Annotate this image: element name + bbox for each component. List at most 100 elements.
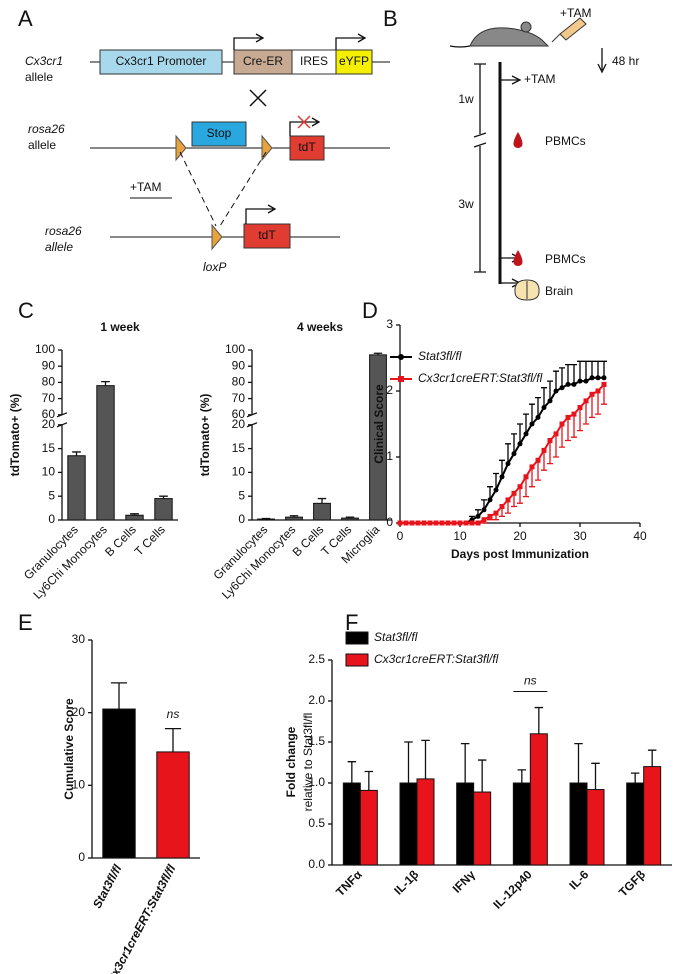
error-bar bbox=[559, 424, 565, 448]
error-bar bbox=[535, 460, 541, 481]
y-tick-label: 80 bbox=[232, 375, 246, 389]
y-axis-label: Cumulative Score bbox=[62, 698, 76, 800]
label: PBMCs bbox=[545, 252, 586, 266]
error-bar bbox=[595, 360, 601, 378]
stop-box bbox=[191, 121, 247, 147]
bar bbox=[586, 789, 605, 866]
marker bbox=[583, 378, 589, 384]
bar bbox=[313, 502, 331, 521]
label: +TAM bbox=[130, 180, 161, 194]
marker bbox=[409, 520, 415, 526]
error-bar bbox=[164, 728, 182, 752]
bar bbox=[285, 516, 303, 521]
y-tick-label: 15 bbox=[42, 441, 56, 455]
marker bbox=[553, 388, 559, 394]
y-tick-label: 20 bbox=[42, 417, 56, 431]
marker bbox=[541, 405, 547, 410]
blocked bbox=[297, 115, 311, 129]
label: Cre-ER bbox=[243, 54, 283, 68]
y-tick-label: 90 bbox=[232, 358, 246, 372]
error-bar bbox=[565, 417, 571, 442]
y-axis-label: Fold change bbox=[284, 726, 298, 797]
promoter-arrow bbox=[289, 117, 321, 136]
promoter-box bbox=[99, 49, 223, 75]
marker bbox=[559, 385, 565, 391]
y-tick-label: 10 bbox=[72, 778, 86, 792]
x-tick-label: B Cells bbox=[290, 522, 327, 559]
error-bar bbox=[130, 513, 139, 516]
recombination bbox=[179, 151, 267, 227]
x-tick-label: B Cells bbox=[102, 522, 139, 559]
bar bbox=[416, 778, 435, 866]
bar bbox=[473, 791, 492, 866]
label: IRES bbox=[300, 54, 328, 68]
error-bar bbox=[577, 360, 583, 382]
marker bbox=[493, 487, 499, 493]
marker bbox=[463, 520, 469, 526]
marker bbox=[499, 474, 505, 480]
marker bbox=[577, 378, 583, 384]
marker bbox=[577, 405, 583, 410]
marker bbox=[421, 520, 427, 526]
error-bar bbox=[404, 741, 413, 783]
y-tick-label: 80 bbox=[42, 375, 56, 389]
x-axis-label: Days post Immunization bbox=[451, 547, 589, 561]
error-bar bbox=[559, 367, 565, 388]
label: loxP bbox=[203, 260, 226, 274]
marker bbox=[601, 381, 607, 387]
marker bbox=[475, 520, 481, 526]
x-tick-label: IL-12p40 bbox=[490, 867, 535, 912]
marker bbox=[505, 461, 511, 467]
marker bbox=[433, 520, 439, 526]
error-bar bbox=[159, 495, 168, 499]
panel-label: E bbox=[18, 610, 33, 635]
legend-marker bbox=[398, 376, 404, 382]
brain bbox=[514, 279, 540, 301]
error-bar bbox=[317, 497, 327, 504]
error-bar bbox=[72, 451, 81, 456]
label: tdT bbox=[298, 140, 316, 154]
marker bbox=[415, 520, 421, 526]
bar bbox=[154, 498, 173, 521]
x-tick-label: 20 bbox=[513, 529, 527, 543]
x-tick-label: IL-1β bbox=[391, 867, 421, 897]
y-tick-label: 1.5 bbox=[308, 734, 325, 748]
error-bar bbox=[571, 414, 577, 438]
marker bbox=[517, 484, 523, 490]
y-tick-label: 0.5 bbox=[308, 816, 325, 830]
line bbox=[400, 383, 605, 524]
error-bar bbox=[574, 742, 583, 783]
y-tick-label: 100 bbox=[35, 342, 55, 356]
error-bar bbox=[517, 423, 523, 444]
bar bbox=[341, 517, 359, 521]
marker bbox=[595, 375, 601, 381]
label: tdT bbox=[258, 228, 276, 242]
bar bbox=[512, 782, 531, 866]
y-tick-label: 1.0 bbox=[308, 775, 325, 789]
y-tick-label: 0.0 bbox=[308, 857, 325, 871]
bar bbox=[359, 789, 378, 866]
diagram-b: +TAM 48 hr 1w 3w +TAM PBMCs PBMCs Brain bbox=[449, 6, 639, 301]
marker bbox=[589, 375, 595, 381]
y-tick-label: 2 bbox=[386, 383, 393, 397]
marker bbox=[529, 464, 535, 470]
error-bar bbox=[591, 762, 600, 790]
bar bbox=[643, 766, 662, 866]
label: eYFP bbox=[339, 54, 369, 68]
marker bbox=[469, 520, 475, 526]
bar bbox=[102, 708, 136, 859]
panel-label: C bbox=[18, 298, 34, 323]
annotation: ns bbox=[524, 674, 537, 688]
marker bbox=[565, 381, 571, 387]
error-bar bbox=[577, 407, 583, 432]
mouse-ear bbox=[520, 21, 532, 33]
error-bar bbox=[534, 706, 544, 734]
marker bbox=[475, 513, 481, 519]
tdt-box bbox=[243, 223, 291, 249]
x-tick-label: 40 bbox=[633, 529, 647, 543]
error-bar bbox=[553, 433, 559, 458]
label: rosa26 bbox=[45, 224, 82, 238]
mouse bbox=[469, 27, 550, 47]
marker bbox=[439, 520, 445, 526]
